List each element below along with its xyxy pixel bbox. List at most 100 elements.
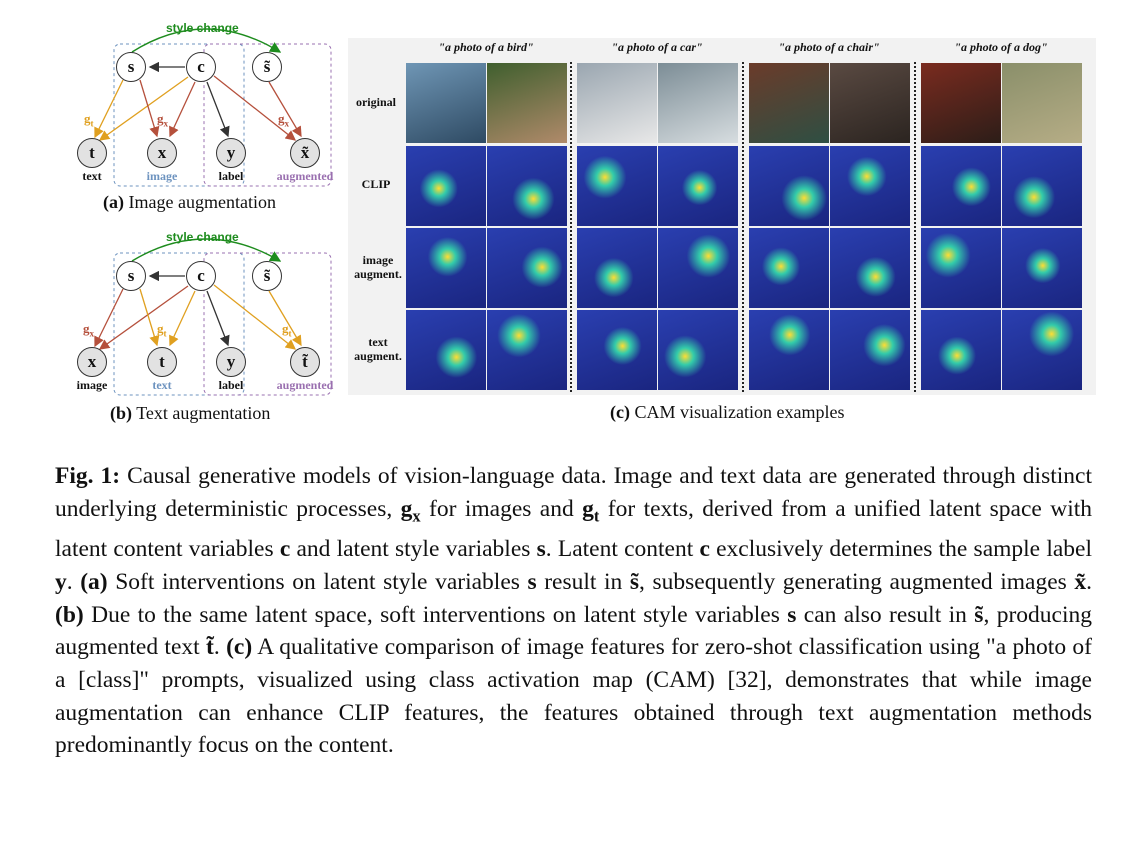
node-s-tilde: s̃ <box>252 261 282 291</box>
caption-symbol: s̃ <box>974 601 984 628</box>
tag-label: label <box>218 169 244 183</box>
node-x: x <box>147 138 177 168</box>
cam-heatmap <box>1002 228 1082 308</box>
caption-b-text: Text augmentation <box>136 403 271 423</box>
caption-text: . <box>66 568 81 595</box>
original-photo <box>487 63 567 143</box>
tag-image: image <box>146 169 178 183</box>
row-label-image-augment: image augment. <box>354 253 402 281</box>
caption-symbol: gx <box>400 495 421 526</box>
edge-label-gt: gt <box>84 111 94 129</box>
caption-text: for images and <box>420 495 583 522</box>
node-c: c <box>186 261 216 291</box>
caption-c-letter: (c) <box>610 402 630 422</box>
cam-heatmap <box>658 310 738 390</box>
caption-c: (c) CAM visualization examples <box>610 402 844 423</box>
caption-symbol: s <box>536 536 546 563</box>
tag-augmented: augmented <box>276 169 334 183</box>
cam-heatmap <box>749 310 829 390</box>
diagram-a-edges <box>94 28 332 187</box>
caption-text: can also result in <box>796 601 975 628</box>
caption-symbol: t̃ <box>206 634 214 661</box>
node-y: y <box>216 138 246 168</box>
original-photo <box>749 63 829 143</box>
node-t: t <box>77 138 107 168</box>
row-label-text-augment: text augment. <box>354 335 402 363</box>
cam-heatmap <box>658 228 738 308</box>
caption-text: A qualitative comparison of image featur… <box>55 634 1092 759</box>
column-header-dog: "a photo of a dog" <box>954 40 1048 54</box>
cam-heatmap <box>749 146 829 226</box>
caption-text: Soft interventions on latent style varia… <box>107 568 528 595</box>
cam-heatmap <box>921 310 1001 390</box>
node-s: s <box>116 52 146 82</box>
cam-heatmap <box>487 146 567 226</box>
column-separator <box>914 62 916 392</box>
edge-label-gx: gx <box>157 111 169 129</box>
caption-text: , producing augmented text <box>55 601 1092 661</box>
cam-heatmap <box>577 310 657 390</box>
caption-text: result in <box>536 568 630 595</box>
caption-ref: (c) <box>226 634 253 661</box>
column-header-car: "a photo of a car" <box>611 40 703 54</box>
caption-text: exclusively determines the sample label <box>709 536 1092 563</box>
column-separator <box>742 62 744 392</box>
column-header-chair: "a photo of a chair" <box>778 40 880 54</box>
caption-text: Causal generative models of vision-langu… <box>55 463 1092 522</box>
original-photo <box>921 63 1001 143</box>
row-label-original: original <box>355 95 396 109</box>
caption-b: (b) Text augmentation <box>110 403 270 424</box>
caption-symbol: c <box>279 536 291 563</box>
row-label-clip: CLIP <box>361 177 391 191</box>
caption-text: . Latent content <box>545 536 700 563</box>
node-y: y <box>216 347 246 377</box>
caption-c-text: CAM visualization examples <box>634 402 845 422</box>
cam-heatmap <box>406 228 486 308</box>
tag-augmented: augmented <box>276 378 334 392</box>
caption-ref: (b) <box>55 601 84 628</box>
style-change-label: style change <box>166 21 239 35</box>
node-t: t <box>147 347 177 377</box>
cam-heatmap <box>487 310 567 390</box>
node-t-tilde: t̃ <box>290 347 320 377</box>
caption-symbol: x̃ <box>1074 568 1087 595</box>
style-change-label: style change <box>166 230 239 244</box>
node-x: x <box>77 347 107 377</box>
caption-text: . <box>1086 568 1093 595</box>
cam-heatmap <box>749 228 829 308</box>
caption-text: , subsequently generating augmented imag… <box>639 568 1075 595</box>
column-separator <box>570 62 572 392</box>
text-augmentation-diagram: style change s c s̃ x t y t̃ gx gt gt im… <box>40 225 340 405</box>
node-x-tilde: x̃ <box>290 138 320 168</box>
cam-heatmap <box>1002 310 1082 390</box>
caption-symbol: s <box>527 568 537 595</box>
caption-a: (a) Image augmentation <box>103 192 276 213</box>
caption-symbol: c <box>699 536 710 563</box>
caption-b-letter: (b) <box>110 403 132 423</box>
diagram-b-edges <box>94 238 332 396</box>
cam-visualization-grid: "a photo of a bird" "a photo of a car" "… <box>348 38 1096 395</box>
original-photo <box>406 63 486 143</box>
node-s: s <box>116 261 146 291</box>
tag-image: image <box>76 378 108 392</box>
tag-text: text <box>152 378 172 392</box>
cam-heatmap <box>658 146 738 226</box>
tag-label: label <box>218 378 244 392</box>
cam-heatmap <box>487 228 567 308</box>
cam-heatmap <box>830 228 910 308</box>
figure-label: Fig. 1: <box>55 463 121 489</box>
cam-heatmap <box>406 146 486 226</box>
image-augmentation-diagram: style change s c s̃ t x y x̃ gt gx gx te… <box>40 12 340 192</box>
edge-label-gx-aug: gx <box>278 111 290 129</box>
figure-caption: Fig. 1: Causal generative models of visi… <box>55 460 1092 762</box>
caption-ref: (a) <box>80 568 108 595</box>
cam-heatmap <box>577 146 657 226</box>
original-photo <box>577 63 657 143</box>
edge-label-gt-aug: gt <box>282 321 292 339</box>
caption-symbol: s <box>787 601 797 628</box>
caption-text: . <box>213 634 227 661</box>
caption-a-letter: (a) <box>103 192 124 212</box>
cam-heatmap <box>921 228 1001 308</box>
cam-heatmap <box>830 146 910 226</box>
caption-symbol: gt <box>582 495 600 526</box>
